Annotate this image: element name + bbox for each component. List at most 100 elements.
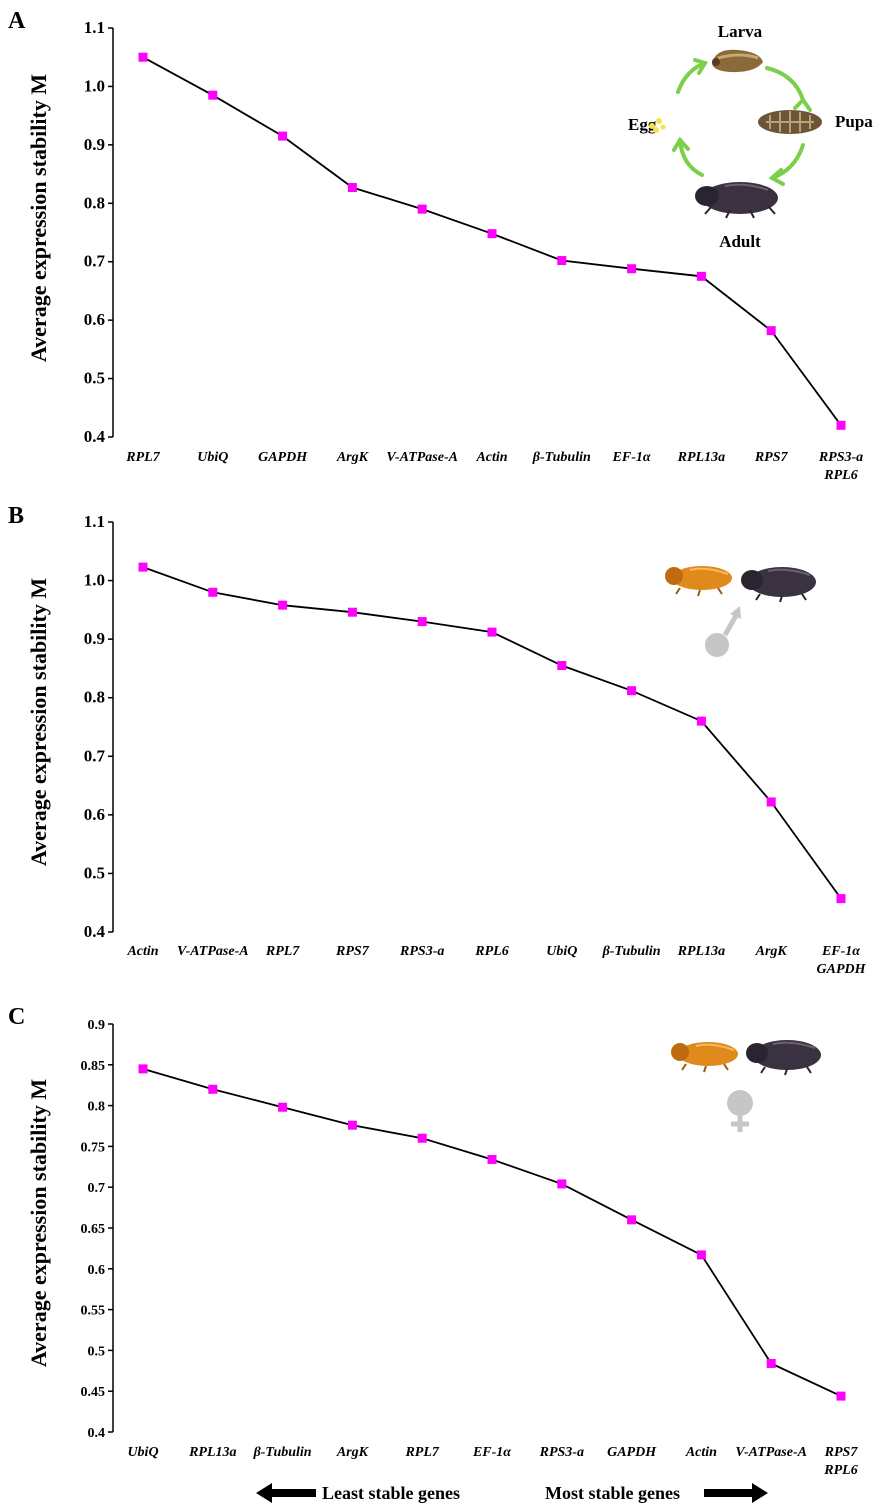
y-tick-label: 0.6 xyxy=(88,1263,106,1278)
data-point xyxy=(557,256,567,266)
data-point xyxy=(557,1179,567,1189)
x-tick-label: EF-1α xyxy=(472,1445,511,1460)
data-point xyxy=(417,204,427,214)
y-tick-label: 0.5 xyxy=(84,863,105,882)
data-point xyxy=(696,1250,706,1260)
x-tick-label: V-ATPase-A xyxy=(386,450,458,465)
data-point xyxy=(278,131,288,141)
panel-label-b: B xyxy=(8,503,24,529)
data-point xyxy=(627,1215,637,1225)
larva-icon xyxy=(712,49,763,73)
data-point xyxy=(208,587,218,597)
data-point xyxy=(836,420,846,430)
data-point xyxy=(347,607,357,617)
stability-legend: Least stable genes Most stable genes xyxy=(256,1483,768,1503)
x-tick-label: RPL6 xyxy=(823,468,857,483)
female-symbol-icon xyxy=(727,1090,753,1132)
x-tick-label: ArgK xyxy=(755,944,789,959)
dark-beetle-icon xyxy=(741,567,816,603)
data-point xyxy=(766,326,776,336)
axes-b: 0.4 0.5 0.6 0.7 0.8 0.9 1.0 1.1 Actin V-ATPase-A R… xyxy=(84,512,867,977)
y-tick-label: 0.5 xyxy=(84,369,105,388)
x-tick-label: EF-1α xyxy=(612,450,651,465)
male-beetles-inset xyxy=(665,566,816,657)
data-point xyxy=(696,716,706,726)
x-tick-label: Actin xyxy=(685,1445,717,1460)
y-tick-label: 0.4 xyxy=(88,1426,106,1441)
male-symbol-icon xyxy=(705,606,741,657)
y-tick-label: 0.8 xyxy=(88,1100,106,1115)
x-tick-label: RPS3-a xyxy=(399,944,444,959)
y-tick-label: 0.7 xyxy=(88,1181,106,1196)
life-cycle-inset: Larva Pupa Egg Adult xyxy=(628,22,873,251)
x-tick-label: V-ATPase-A xyxy=(735,1445,807,1460)
data-point xyxy=(627,686,637,696)
y-tick-label: 0.4 xyxy=(84,427,106,446)
x-tick-label: RPS7 xyxy=(824,1445,859,1460)
egg-label: Egg xyxy=(628,115,657,134)
x-tick-label: RPL7 xyxy=(404,1445,439,1460)
x-tick-label: GAPDH xyxy=(817,962,867,977)
panel-label-c: C xyxy=(8,1004,25,1030)
y-tick-label: 0.9 xyxy=(84,135,105,154)
x-tick-label: RPL13a xyxy=(188,1445,236,1460)
panel-a: A Average expression stability M 0.4 0.5 0… xyxy=(8,8,873,483)
x-tick-label: RPS3-a xyxy=(539,1445,584,1460)
data-point xyxy=(138,1064,148,1074)
data-point xyxy=(417,617,427,627)
pupa-icon xyxy=(758,110,822,134)
x-tick-label: Actin xyxy=(475,450,507,465)
dark-beetle-icon xyxy=(746,1040,821,1076)
x-tick-label: UbiQ xyxy=(197,450,228,465)
data-point xyxy=(417,1133,427,1143)
panel-label-a: A xyxy=(8,8,26,34)
y-axis-label-b: Average expression stability M xyxy=(26,578,51,866)
data-point xyxy=(347,183,357,193)
data-point xyxy=(766,797,776,807)
least-stable-label: Least stable genes xyxy=(322,1483,460,1503)
x-tick-label: ArgK xyxy=(336,450,370,465)
x-tick-label: RPL6 xyxy=(823,1463,857,1478)
orange-beetle-icon xyxy=(665,566,732,597)
panel-b: B Average expression stability M 0.4 0.5 0… xyxy=(8,503,867,977)
data-point xyxy=(138,562,148,572)
pupa-label: Pupa xyxy=(835,112,873,131)
y-tick-label: 0.9 xyxy=(84,629,105,648)
x-tick-label: RPL13a xyxy=(677,944,725,959)
cycle-arrows-icon xyxy=(672,58,812,186)
x-tick-label: β-Tubulin xyxy=(602,944,661,959)
larva-label: Larva xyxy=(718,22,763,41)
series-a xyxy=(138,52,846,430)
x-tick-label: RPS7 xyxy=(335,944,370,959)
x-tick-label: ArgK xyxy=(336,1445,370,1460)
x-tick-label: RPL7 xyxy=(125,450,160,465)
x-tick-label: UbiQ xyxy=(546,944,577,959)
left-arrow-icon xyxy=(256,1483,316,1503)
x-tick-label: β-Tubulin xyxy=(532,450,591,465)
y-tick-label: 0.7 xyxy=(84,746,106,765)
data-point xyxy=(696,271,706,281)
x-tick-label: RPL13a xyxy=(677,450,725,465)
female-beetles-inset xyxy=(671,1040,821,1132)
series-c xyxy=(138,1064,846,1401)
y-tick-label: 0.4 xyxy=(84,922,106,941)
y-tick-label: 1.0 xyxy=(84,76,105,95)
x-tick-label: RPL7 xyxy=(265,944,300,959)
orange-beetle-icon xyxy=(671,1042,738,1073)
data-point xyxy=(627,264,637,274)
data-point xyxy=(836,1391,846,1401)
y-tick-label: 0.8 xyxy=(84,688,105,707)
x-tick-label: V-ATPase-A xyxy=(177,944,249,959)
y-tick-label: 1.0 xyxy=(84,571,105,590)
data-point xyxy=(278,1102,288,1112)
y-tick-label: 1.1 xyxy=(84,512,105,531)
y-axis-label-a: Average expression stability M xyxy=(26,74,51,362)
panel-c: C Average expression stability M 0.4 0.45… xyxy=(8,1004,858,1478)
y-tick-label: 0.65 xyxy=(81,1222,106,1237)
data-point xyxy=(557,661,567,670)
x-tick-label: UbiQ xyxy=(127,1445,158,1460)
data-point xyxy=(347,1120,357,1130)
y-tick-label: 0.45 xyxy=(81,1385,106,1400)
series-line xyxy=(142,1068,842,1397)
